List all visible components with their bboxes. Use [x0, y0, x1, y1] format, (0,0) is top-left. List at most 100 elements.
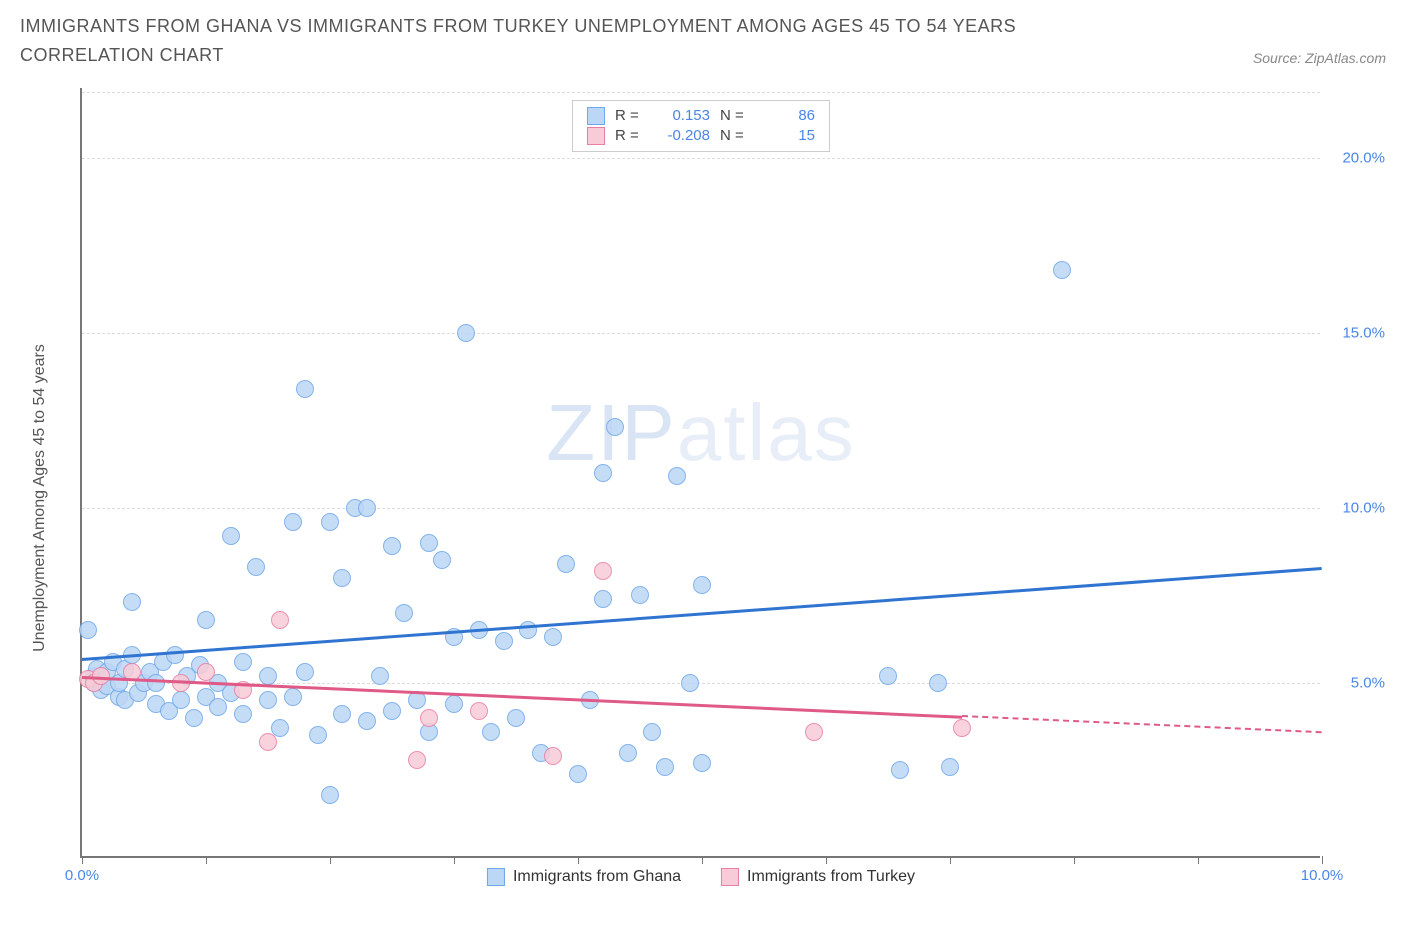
legend-item: Immigrants from Turkey	[721, 868, 915, 886]
watermark: ZIPatlas	[546, 387, 855, 479]
data-point	[544, 628, 562, 646]
legend-row: R = -0.208 N = 15	[587, 127, 815, 145]
data-point	[420, 534, 438, 552]
data-point	[929, 674, 947, 692]
legend-item: Immigrants from Ghana	[487, 868, 681, 886]
data-point	[681, 674, 699, 692]
stat-value-r: 0.153	[655, 107, 710, 124]
data-point	[470, 702, 488, 720]
data-point	[445, 695, 463, 713]
y-tick-label: 10.0%	[1325, 499, 1385, 516]
data-point	[433, 551, 451, 569]
watermark-b: atlas	[677, 388, 856, 477]
data-point	[643, 723, 661, 741]
data-point	[408, 751, 426, 769]
stat-value-r: -0.208	[655, 127, 710, 144]
data-point	[234, 705, 252, 723]
y-axis-title: Unemployment Among Ages 45 to 54 years	[31, 344, 49, 652]
data-point	[420, 709, 438, 727]
data-point	[805, 723, 823, 741]
grid-line	[82, 92, 1320, 93]
legend-swatch	[587, 107, 605, 125]
legend-swatch	[587, 127, 605, 145]
data-point	[891, 761, 909, 779]
plot-area: ZIPatlas R =0.153N =86R =-0.208N =15 Imm…	[80, 88, 1320, 858]
data-point	[271, 719, 289, 737]
stat-label-r: R =	[615, 127, 645, 144]
data-point	[668, 467, 686, 485]
series-legend: Immigrants from Ghana Immigrants from Tur…	[487, 868, 915, 886]
data-point	[296, 380, 314, 398]
data-point	[594, 590, 612, 608]
x-tick	[1074, 856, 1075, 864]
data-point	[358, 499, 376, 517]
data-point	[569, 765, 587, 783]
chart-container: Unemployment Among Ages 45 to 54 years Z…	[20, 78, 1386, 918]
data-point	[79, 621, 97, 639]
data-point	[371, 667, 389, 685]
data-point	[259, 667, 277, 685]
source-credit: Source: ZipAtlas.com	[1253, 50, 1386, 66]
data-point	[693, 576, 711, 594]
data-point	[284, 513, 302, 531]
stat-value-n: 86	[760, 107, 815, 124]
data-point	[544, 747, 562, 765]
data-point	[953, 719, 971, 737]
data-point	[197, 663, 215, 681]
x-tick	[82, 856, 83, 864]
stat-label-r: R =	[615, 107, 645, 124]
legend-swatch	[487, 868, 505, 886]
data-point	[321, 786, 339, 804]
x-tick	[1198, 856, 1199, 864]
data-point	[594, 562, 612, 580]
data-point	[172, 691, 190, 709]
x-tick	[578, 856, 579, 864]
stat-label-n: N =	[720, 107, 750, 124]
data-point	[259, 691, 277, 709]
grid-line	[82, 333, 1320, 334]
data-point	[482, 723, 500, 741]
legend-row: R = 0.153 N = 86	[587, 107, 815, 125]
data-point	[693, 754, 711, 772]
data-point	[383, 702, 401, 720]
y-tick-label: 5.0%	[1325, 674, 1385, 691]
data-point	[457, 324, 475, 342]
data-point	[507, 709, 525, 727]
data-point	[631, 586, 649, 604]
y-tick-label: 15.0%	[1325, 324, 1385, 341]
grid-line	[82, 158, 1320, 159]
data-point	[606, 418, 624, 436]
x-tick	[826, 856, 827, 864]
data-point	[383, 537, 401, 555]
data-point	[321, 513, 339, 531]
data-point	[495, 632, 513, 650]
data-point	[656, 758, 674, 776]
x-tick	[454, 856, 455, 864]
x-tick	[702, 856, 703, 864]
x-tick	[330, 856, 331, 864]
legend-label: Immigrants from Turkey	[747, 868, 915, 886]
data-point	[209, 698, 227, 716]
data-point	[123, 593, 141, 611]
correlation-legend: R = 0.153 N = 86 R = -0.208 N = 15	[572, 100, 830, 152]
data-point	[879, 667, 897, 685]
x-tick-label: 0.0%	[65, 867, 99, 884]
data-point	[941, 758, 959, 776]
data-point	[284, 688, 302, 706]
y-tick-label: 20.0%	[1325, 149, 1385, 166]
data-point	[309, 726, 327, 744]
x-tick	[1322, 856, 1323, 864]
stat-value-n: 15	[760, 127, 815, 144]
data-point	[185, 709, 203, 727]
data-point	[296, 663, 314, 681]
stat-label-n: N =	[720, 127, 750, 144]
data-point	[271, 611, 289, 629]
data-point	[619, 744, 637, 762]
data-point	[234, 653, 252, 671]
data-point	[557, 555, 575, 573]
data-point	[259, 733, 277, 751]
data-point	[333, 705, 351, 723]
data-point	[1053, 261, 1071, 279]
data-point	[594, 464, 612, 482]
data-point	[197, 611, 215, 629]
